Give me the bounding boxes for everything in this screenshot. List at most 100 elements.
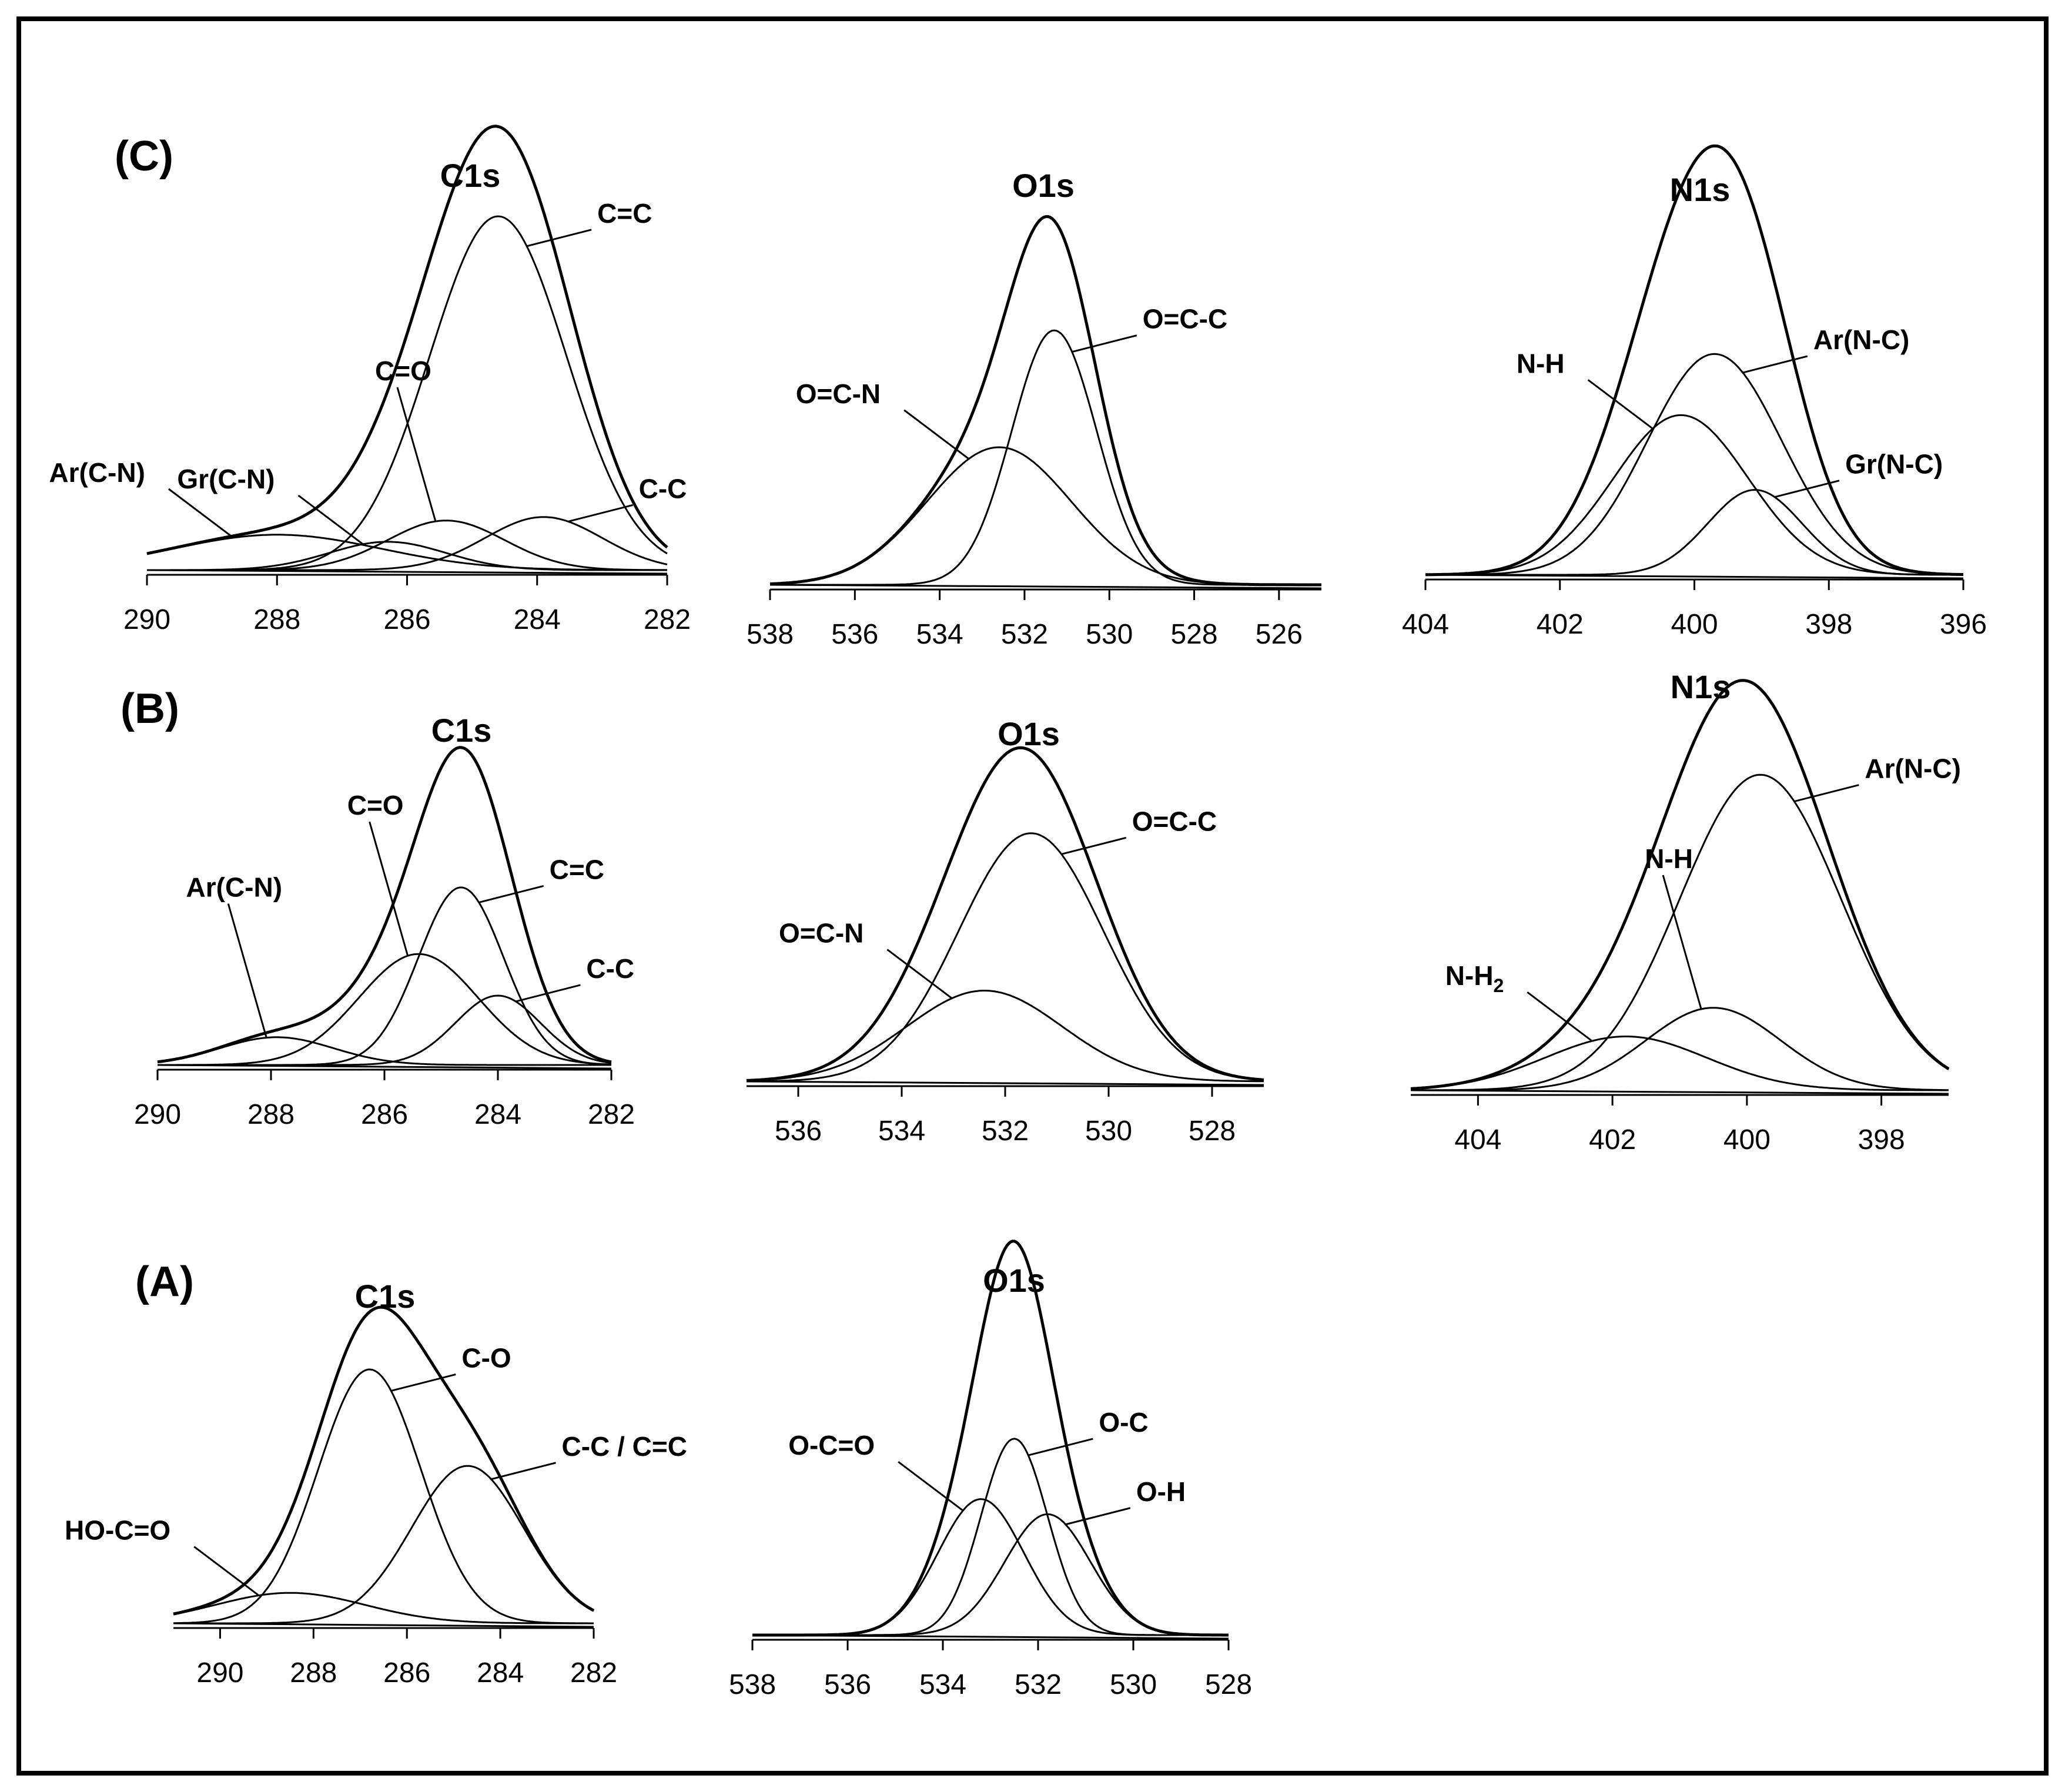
label-leader-line xyxy=(227,903,267,1038)
peak-label: Ar(C-N) xyxy=(49,457,145,488)
label-leader-line xyxy=(886,949,953,999)
component-peak xyxy=(146,534,667,571)
label-leader-line xyxy=(1794,784,1859,802)
component-peak xyxy=(1425,353,1963,576)
label-leader-line xyxy=(1742,355,1808,374)
x-tick-label: 284 xyxy=(514,604,561,635)
panel-label: (C) xyxy=(115,133,173,180)
x-tick-label: 400 xyxy=(1723,1124,1771,1155)
peak-label: Ar(N-C) xyxy=(1813,324,1910,355)
x-tick-label: 290 xyxy=(196,1657,243,1689)
label-leader-line xyxy=(516,984,581,1003)
component-peak xyxy=(173,1465,594,1624)
envelope-curve xyxy=(1425,144,1963,577)
subplot-title: C1s xyxy=(431,712,492,749)
x-tick-label: 536 xyxy=(824,1669,871,1700)
panel-label: (B) xyxy=(121,685,179,732)
label-leader-line xyxy=(478,885,544,903)
subplot-title: C1s xyxy=(355,1278,416,1315)
peak-label: O=C-N xyxy=(779,918,864,949)
label-leader-line xyxy=(297,494,364,545)
label-leader-line xyxy=(396,387,437,522)
x-tick-label: 286 xyxy=(383,1657,430,1689)
x-tick-label: 398 xyxy=(1805,609,1852,640)
label-leader-line xyxy=(168,488,234,539)
x-tick-label: 284 xyxy=(474,1099,521,1130)
component-peak xyxy=(746,990,1264,1083)
x-tick-label: 534 xyxy=(916,619,963,650)
x-tick-label: 396 xyxy=(1940,609,1987,640)
x-tick-label: 282 xyxy=(570,1657,617,1689)
x-tick-label: 404 xyxy=(1454,1124,1501,1155)
subplot-title: N1s xyxy=(1670,171,1731,208)
x-tick-label: 404 xyxy=(1402,609,1449,640)
label-leader-line xyxy=(1065,1507,1131,1526)
component-peak xyxy=(1425,488,1963,576)
x-tick-label: 532 xyxy=(982,1116,1029,1147)
component-peak xyxy=(1410,773,1949,1091)
x-tick-label: 538 xyxy=(729,1669,776,1700)
background-line xyxy=(746,1080,1264,1086)
label-leader-line xyxy=(903,409,970,460)
x-tick-label: 534 xyxy=(878,1116,925,1147)
x-tick-label: 284 xyxy=(477,1657,524,1689)
peak-label: N-H xyxy=(1517,348,1565,379)
subplot-title: O1s xyxy=(1012,167,1075,204)
subplot-title: C1s xyxy=(440,157,501,194)
x-tick-label: 530 xyxy=(1085,1116,1132,1147)
label-leader-line xyxy=(568,504,633,522)
label-leader-line xyxy=(1774,480,1840,498)
x-tick-label: 400 xyxy=(1671,609,1718,640)
x-tick-label: 290 xyxy=(134,1099,181,1130)
peak-label: Ar(N-C) xyxy=(1865,753,1961,784)
subplot-A-O1s: 538 536 534 532 530 528 O1s O-C O-C=O O-H xyxy=(729,1240,1252,1700)
component-peak xyxy=(1411,1007,1949,1091)
peak-label: O-H xyxy=(1136,1476,1186,1507)
x-tick-label: 528 xyxy=(1189,1116,1236,1147)
peak-label: O=C-N xyxy=(796,379,881,409)
x-tick-label: 530 xyxy=(1110,1669,1157,1700)
peak-label: C-O xyxy=(461,1342,511,1373)
x-tick-label: 288 xyxy=(253,604,300,635)
peak-label: C-C xyxy=(586,953,634,984)
envelope-curve xyxy=(769,215,1321,587)
envelope-curve xyxy=(146,125,668,555)
x-tick-label: 398 xyxy=(1858,1124,1905,1155)
label-leader-line xyxy=(193,1546,260,1596)
figure-frame xyxy=(16,16,2049,1776)
x-tick-label: 402 xyxy=(1537,609,1584,640)
label-leader-line xyxy=(526,229,592,247)
peak-label: O-C=O xyxy=(788,1430,875,1461)
label-leader-line xyxy=(390,1374,456,1392)
component-peak xyxy=(173,1368,594,1624)
background-line xyxy=(1410,1089,1949,1095)
peak-label-subscript: 2 xyxy=(1494,975,1504,996)
x-tick-label: 526 xyxy=(1256,619,1303,650)
component-peak xyxy=(173,1592,594,1624)
x-tick-label: 282 xyxy=(644,604,691,635)
x-tick-label: 532 xyxy=(1015,1669,1062,1700)
x-tick-label: 528 xyxy=(1205,1669,1252,1700)
component-peak xyxy=(1425,414,1963,576)
peak-label: C=C xyxy=(597,198,652,229)
x-tick-label: 290 xyxy=(123,604,170,635)
x-tick-label: 288 xyxy=(247,1099,294,1130)
x-tick-label: 532 xyxy=(1001,619,1048,650)
subplot-title: O1s xyxy=(998,715,1060,752)
envelope-curve xyxy=(173,1305,595,1616)
peak-label: Gr(N-C) xyxy=(1845,449,1943,480)
subplot-B-C1s: 290 288 286 284 282 C1s (B) C=C C=O C-C Ar(C-N) xyxy=(121,685,635,1130)
label-leader-line xyxy=(491,1462,556,1481)
peak-label: C=O xyxy=(347,790,404,820)
envelope-curve xyxy=(746,746,1264,1082)
x-tick-label: 538 xyxy=(747,619,794,650)
envelope-curve xyxy=(157,746,612,1064)
x-tick-label: 534 xyxy=(919,1669,966,1700)
x-tick-label: 282 xyxy=(588,1099,635,1130)
peak-label: C-C / C=C xyxy=(562,1431,687,1462)
subplot-B-O1s: 536 534 532 530 528 O1s O=C-C O=C-N xyxy=(746,715,1264,1147)
x-tick-label: 536 xyxy=(831,619,878,650)
peak-label: HO-C=O xyxy=(65,1515,170,1546)
component-peak xyxy=(1410,1036,1949,1091)
label-leader-line xyxy=(1587,379,1654,430)
